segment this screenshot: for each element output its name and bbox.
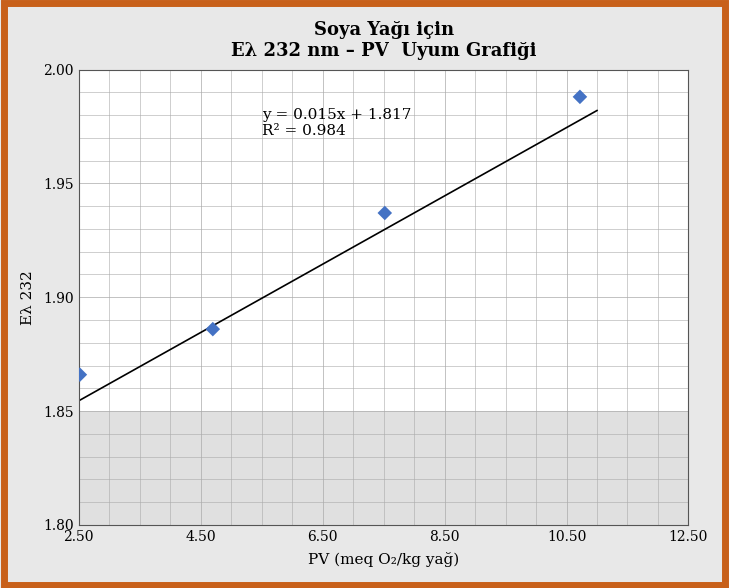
Bar <box>79 411 688 525</box>
Text: y = 0.015x + 1.817
R² = 0.984: y = 0.015x + 1.817 R² = 0.984 <box>262 108 411 138</box>
Title: Soya Yağı için
Eλ 232 nm – PV  Uyum Grafiği: Soya Yağı için Eλ 232 nm – PV Uyum Grafi… <box>231 21 537 59</box>
Point <box>207 325 219 334</box>
Y-axis label: Eλ 232: Eλ 232 <box>21 270 35 325</box>
Point <box>574 92 586 102</box>
Point <box>74 370 86 379</box>
Point <box>379 208 391 218</box>
X-axis label: PV (meq O₂/kg yağ): PV (meq O₂/kg yağ) <box>308 552 459 567</box>
